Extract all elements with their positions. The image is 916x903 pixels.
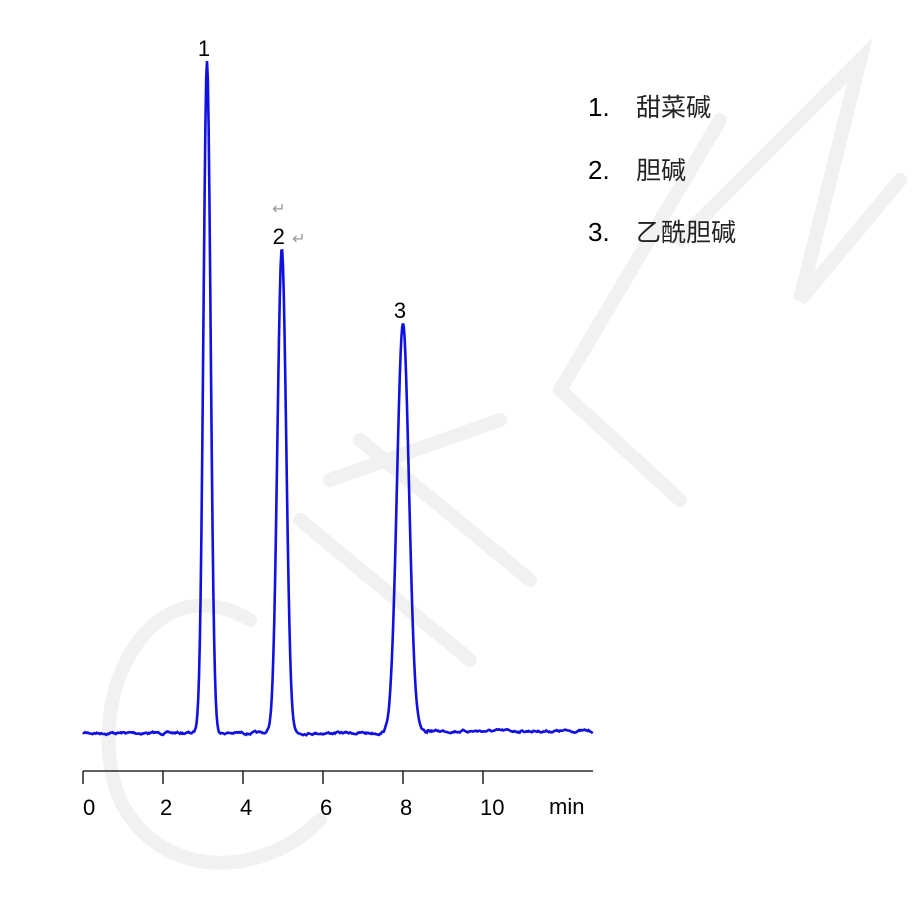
legend-item: 3. 乙酰胆碱	[588, 217, 736, 248]
x-axis: 0 2 4 6 8 10 min	[82, 770, 593, 820]
x-tick-label: 2	[160, 795, 172, 820]
legend-name: 甜菜碱	[636, 93, 712, 122]
legend-num: 3.	[588, 217, 610, 247]
paragraph-mark: ↵	[292, 231, 305, 248]
peak-label: 3	[394, 298, 406, 323]
x-tick-label: 0	[83, 795, 95, 820]
x-tick-label: 6	[320, 795, 332, 820]
legend-name: 胆碱	[636, 156, 687, 185]
x-tick-label: 8	[400, 795, 412, 820]
legend-name: 乙酰胆碱	[636, 218, 737, 247]
paragraph-mark: ↵	[272, 201, 285, 218]
x-tick-label: 10	[480, 795, 504, 820]
x-axis-label: min	[549, 794, 584, 819]
chromatogram-trace	[82, 61, 594, 737]
peak-label: 2	[273, 224, 285, 249]
watermark	[101, 37, 907, 870]
legend-item: 2. 胆碱	[588, 155, 686, 186]
legend-num: 2.	[588, 155, 610, 185]
peak-label: 1	[198, 36, 210, 61]
legend-num: 1.	[588, 92, 610, 122]
x-tick-label: 4	[240, 795, 252, 820]
legend-item: 1. 甜菜碱	[588, 92, 711, 123]
